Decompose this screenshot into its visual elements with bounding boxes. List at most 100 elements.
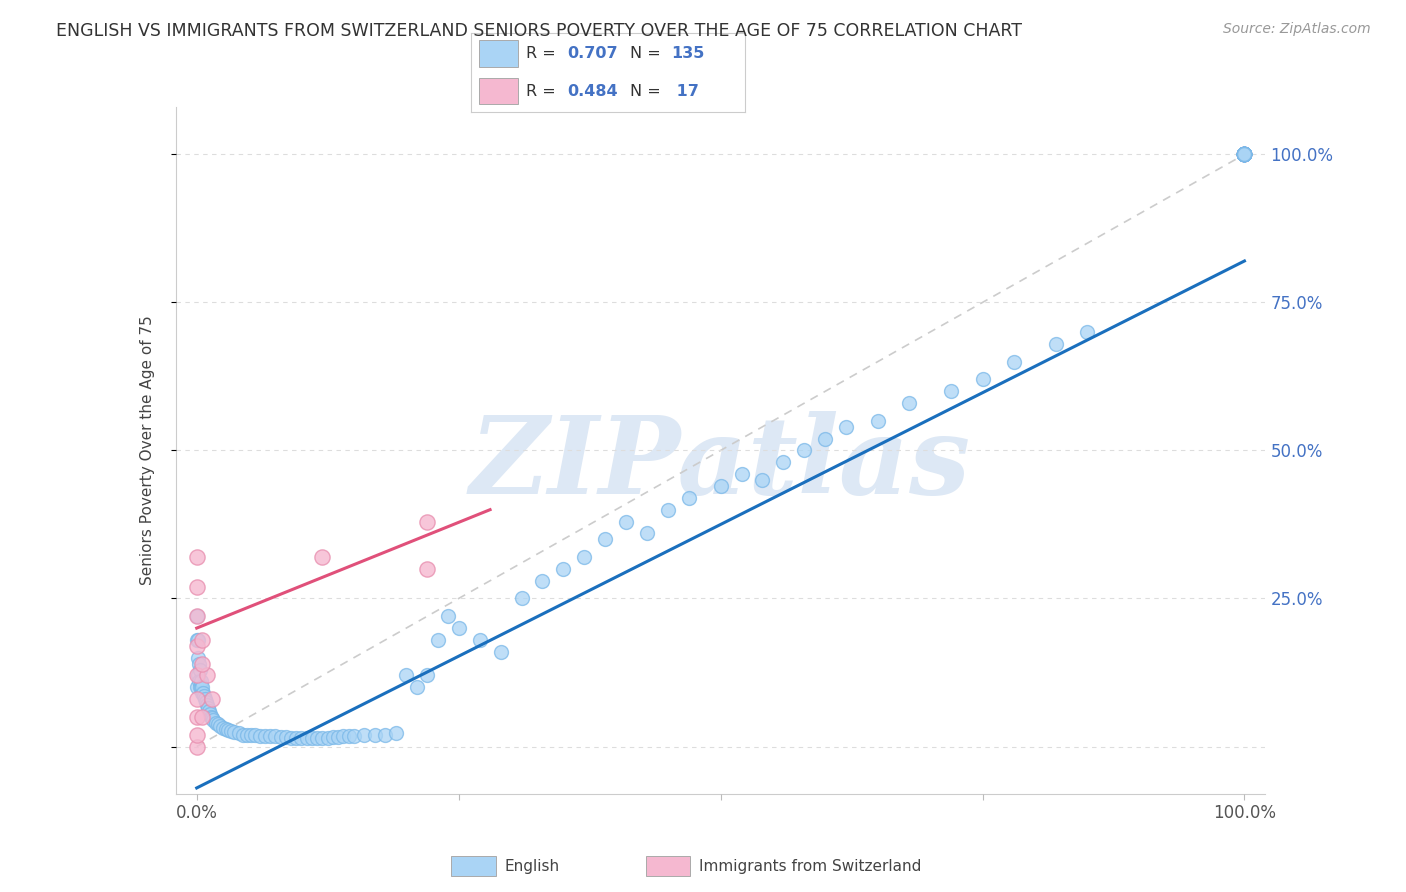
Point bbox=[1233, 147, 1256, 161]
Point bbox=[709, 479, 731, 493]
Point bbox=[374, 728, 396, 742]
Point bbox=[1076, 325, 1098, 339]
Point bbox=[186, 632, 208, 647]
Point bbox=[1233, 147, 1256, 161]
Point bbox=[972, 372, 994, 386]
Point bbox=[1233, 147, 1256, 161]
Point bbox=[200, 706, 222, 721]
Point bbox=[217, 723, 239, 737]
Point bbox=[1233, 147, 1256, 161]
Text: R =: R = bbox=[526, 84, 561, 99]
Point bbox=[1233, 147, 1256, 161]
Point bbox=[426, 632, 449, 647]
Point bbox=[245, 728, 267, 742]
Point bbox=[636, 526, 658, 541]
Point bbox=[219, 724, 242, 739]
Point bbox=[1233, 147, 1256, 161]
Point bbox=[437, 609, 460, 624]
Point bbox=[1233, 147, 1256, 161]
Bar bbox=[451, 856, 496, 876]
Point bbox=[186, 639, 208, 653]
Point bbox=[1233, 147, 1256, 161]
Point bbox=[730, 467, 752, 482]
Point bbox=[193, 689, 215, 703]
Point bbox=[236, 728, 259, 742]
Bar bbox=[647, 856, 690, 876]
Point bbox=[311, 549, 333, 564]
Point bbox=[186, 609, 208, 624]
Point bbox=[228, 726, 250, 740]
Point bbox=[1045, 337, 1067, 351]
Text: 17: 17 bbox=[671, 84, 699, 99]
Point bbox=[1233, 147, 1256, 161]
Point bbox=[186, 728, 208, 742]
Point bbox=[1233, 147, 1256, 161]
Bar bbox=[479, 40, 517, 67]
Point bbox=[1233, 147, 1256, 161]
Point bbox=[188, 681, 211, 695]
Point bbox=[1233, 147, 1256, 161]
Point bbox=[1233, 147, 1256, 161]
Point bbox=[678, 491, 700, 505]
Point bbox=[207, 717, 229, 731]
Point bbox=[274, 730, 297, 744]
Point bbox=[1233, 147, 1256, 161]
Point bbox=[353, 728, 375, 742]
Point bbox=[343, 729, 366, 743]
Point bbox=[1233, 147, 1256, 161]
Point bbox=[191, 686, 214, 700]
Point bbox=[224, 725, 246, 739]
Point bbox=[332, 730, 354, 744]
Bar bbox=[479, 78, 517, 104]
Point bbox=[191, 632, 214, 647]
Text: 0.484: 0.484 bbox=[567, 84, 617, 99]
Point bbox=[1233, 147, 1256, 161]
Point bbox=[1233, 147, 1256, 161]
Point bbox=[657, 502, 679, 516]
Point bbox=[202, 713, 225, 727]
Point bbox=[489, 645, 512, 659]
Point bbox=[190, 681, 212, 695]
Point bbox=[191, 710, 214, 724]
Text: R =: R = bbox=[526, 45, 561, 61]
Point bbox=[416, 515, 439, 529]
Point bbox=[186, 609, 208, 624]
Point bbox=[264, 730, 287, 744]
Point bbox=[1233, 147, 1256, 161]
Point bbox=[200, 710, 222, 724]
Point bbox=[1233, 147, 1256, 161]
Point bbox=[285, 731, 308, 745]
Point bbox=[198, 704, 221, 718]
Point bbox=[939, 384, 962, 399]
Point bbox=[186, 549, 208, 564]
Point bbox=[186, 681, 208, 695]
Point bbox=[197, 701, 219, 715]
Point bbox=[187, 668, 209, 682]
Text: Immigrants from Switzerland: Immigrants from Switzerland bbox=[699, 859, 922, 873]
Point bbox=[290, 731, 312, 745]
Point bbox=[187, 632, 209, 647]
Point bbox=[1233, 147, 1256, 161]
Point bbox=[328, 730, 350, 744]
Point bbox=[574, 549, 596, 564]
Point bbox=[866, 414, 889, 428]
Point bbox=[208, 719, 231, 733]
Point bbox=[364, 728, 387, 742]
Point bbox=[337, 730, 360, 744]
Point bbox=[186, 710, 208, 724]
Point bbox=[280, 731, 302, 745]
Point bbox=[191, 686, 214, 700]
Point bbox=[322, 730, 344, 744]
Point bbox=[1233, 147, 1256, 161]
Point bbox=[215, 722, 238, 736]
Point bbox=[1233, 147, 1256, 161]
Point bbox=[1233, 147, 1256, 161]
Point bbox=[295, 731, 318, 745]
Point bbox=[253, 729, 276, 743]
Point bbox=[1233, 147, 1256, 161]
Point bbox=[311, 731, 333, 745]
Text: N =: N = bbox=[630, 45, 666, 61]
Text: N =: N = bbox=[630, 84, 666, 99]
Point bbox=[416, 668, 439, 682]
Point bbox=[751, 473, 773, 487]
